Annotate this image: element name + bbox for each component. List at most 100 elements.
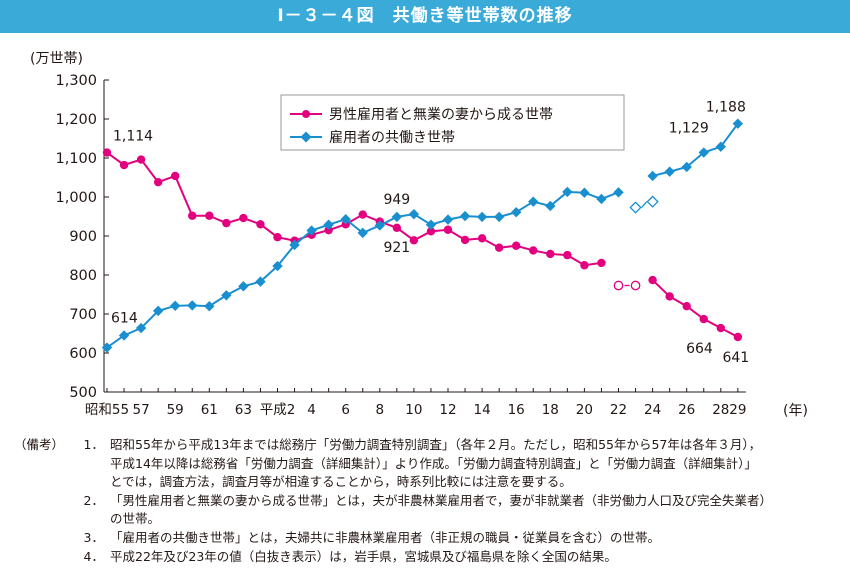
x-tick-label: 61	[201, 402, 218, 418]
data-point-1	[442, 214, 454, 225]
legend-marker-0	[302, 110, 310, 118]
note-text: とでは，調査方法，調査月等が相違することから，時系列比較には注意を要する。	[110, 474, 572, 490]
data-point-1	[374, 220, 385, 231]
data-point-0	[460, 235, 470, 245]
note-text: 「雇用者の共働き世帯」とは，夫婦共に非農林業雇用者（非正規の職員・従業員を含む）…	[110, 529, 661, 545]
data-point-0	[665, 292, 674, 301]
data-label: 641	[722, 350, 749, 366]
y-tick-label: 1,300	[55, 73, 97, 89]
note-4: 4． 平成22年及び23年の値（白抜き表示）は，岩手県，宮城県及び福島県を除く全…	[14, 548, 844, 567]
x-tick-label: 18	[542, 402, 559, 418]
data-point-1	[187, 300, 198, 311]
note-number: 2．	[83, 492, 104, 508]
notes-head: （備考）	[14, 437, 65, 452]
hollow-point-1	[646, 195, 659, 208]
y-tick-label: 1,100	[55, 151, 97, 167]
data-point-0	[733, 332, 743, 342]
x-tick-label: 10	[405, 402, 422, 418]
data-label: 664	[686, 341, 713, 357]
data-point-0	[648, 275, 657, 285]
data-point-0	[171, 171, 180, 181]
data-point-0	[205, 211, 214, 220]
data-point-0	[563, 250, 572, 260]
figure-title: Ⅰ－３－４図 共働き等世帯数の推移	[0, 0, 850, 33]
x-tick-label: 平成2	[260, 402, 296, 418]
data-point-0	[699, 314, 708, 324]
data-point-1	[579, 187, 590, 198]
data-point-1	[118, 330, 130, 341]
x-tick-label: 26	[678, 402, 695, 418]
x-tick-label: 22	[610, 402, 627, 418]
data-point-0	[358, 210, 367, 219]
data-point-1	[596, 193, 607, 205]
y-tick-label: 700	[69, 307, 97, 323]
x-tick-label: 63	[235, 402, 252, 418]
x-tick-label: 4	[307, 402, 316, 418]
data-point-0	[256, 220, 265, 229]
data-point-1	[425, 219, 437, 230]
y-tick-label: 800	[69, 268, 97, 284]
data-point-0	[188, 211, 197, 220]
data-point-1	[698, 147, 709, 158]
data-point-1	[493, 211, 505, 223]
data-point-1	[135, 322, 147, 334]
x-tick-label: 昭和55	[85, 402, 129, 418]
y-tick-label: 1,200	[55, 112, 97, 128]
legend: 男性雇用者と無業の妻から成る世帯 雇用者の共働き世帯	[280, 94, 625, 151]
line-chart: (万世帯) (年) 500 600 700 800 900 1,000 1,100 1,200…	[30, 51, 808, 419]
data-point-1	[715, 141, 726, 152]
data-point-1	[391, 211, 403, 223]
data-point-0	[222, 218, 231, 228]
x-tick-label: 14	[474, 402, 491, 418]
x-unit-label: (年)	[783, 403, 808, 419]
x-tick-label: 57	[133, 402, 150, 418]
y-tick-label: 900	[69, 229, 97, 245]
y-tick-label: 500	[69, 385, 97, 401]
data-point-0	[546, 249, 555, 259]
data-point-1	[562, 186, 573, 198]
data-point-1	[408, 208, 420, 220]
data-point-0	[580, 261, 589, 270]
legend-label-0: 男性雇用者と無業の妻から成る世帯	[329, 106, 553, 123]
hollow-point-0	[630, 280, 641, 291]
note-number: 4．	[83, 548, 104, 564]
data-point-1	[476, 211, 488, 223]
data-point-0	[682, 302, 691, 311]
note-text: 昭和55年から平成13年までは総務庁「労働力調査特別調査」（各年２月。ただし，昭…	[110, 437, 762, 452]
data-point-0	[597, 258, 606, 268]
legend-marker-1	[300, 131, 312, 143]
legend-label-1: 雇用者の共働き世帯	[329, 129, 455, 146]
x-tick-label: 59	[167, 402, 184, 418]
y-tick-label: 600	[69, 346, 97, 362]
data-point-1	[101, 342, 113, 353]
data-point-1	[459, 210, 471, 222]
note-number: 3．	[83, 529, 104, 545]
note-number: 1．	[83, 437, 104, 452]
data-point-0	[119, 160, 129, 170]
data-point-0	[136, 155, 146, 164]
data-label: 1,188	[706, 100, 746, 116]
data-point-1	[255, 276, 266, 287]
data-point-1	[170, 300, 181, 312]
hollow-connector-1	[641, 201, 648, 208]
data-point-1	[528, 196, 539, 207]
data-point-1	[221, 290, 232, 301]
data-point-1	[340, 214, 351, 225]
data-point-0	[324, 225, 333, 235]
data-label: 1,129	[669, 121, 709, 137]
data-point-0	[239, 213, 248, 223]
x-tick-label: 8	[376, 402, 385, 418]
x-tick-label: 20	[576, 402, 593, 418]
data-point-1	[681, 161, 692, 173]
x-tick-label: 29	[729, 402, 746, 418]
note-2: 2． 「男性雇用者と無業の妻から成る世帯」とは，夫が非農林業雇用者で，妻が非就業…	[14, 492, 844, 511]
data-point-1	[204, 301, 215, 312]
note-1: （備考） 1． 昭和55年から平成13年までは総務庁「労働力調査特別調査」（各年…	[14, 436, 844, 455]
data-label: 614	[111, 311, 138, 327]
x-tick-label: 28	[712, 402, 729, 418]
hollow-point-0	[613, 280, 624, 291]
data-label: 1,114	[113, 129, 153, 145]
x-tick-label: 6	[341, 402, 350, 418]
data-point-1	[732, 118, 744, 129]
